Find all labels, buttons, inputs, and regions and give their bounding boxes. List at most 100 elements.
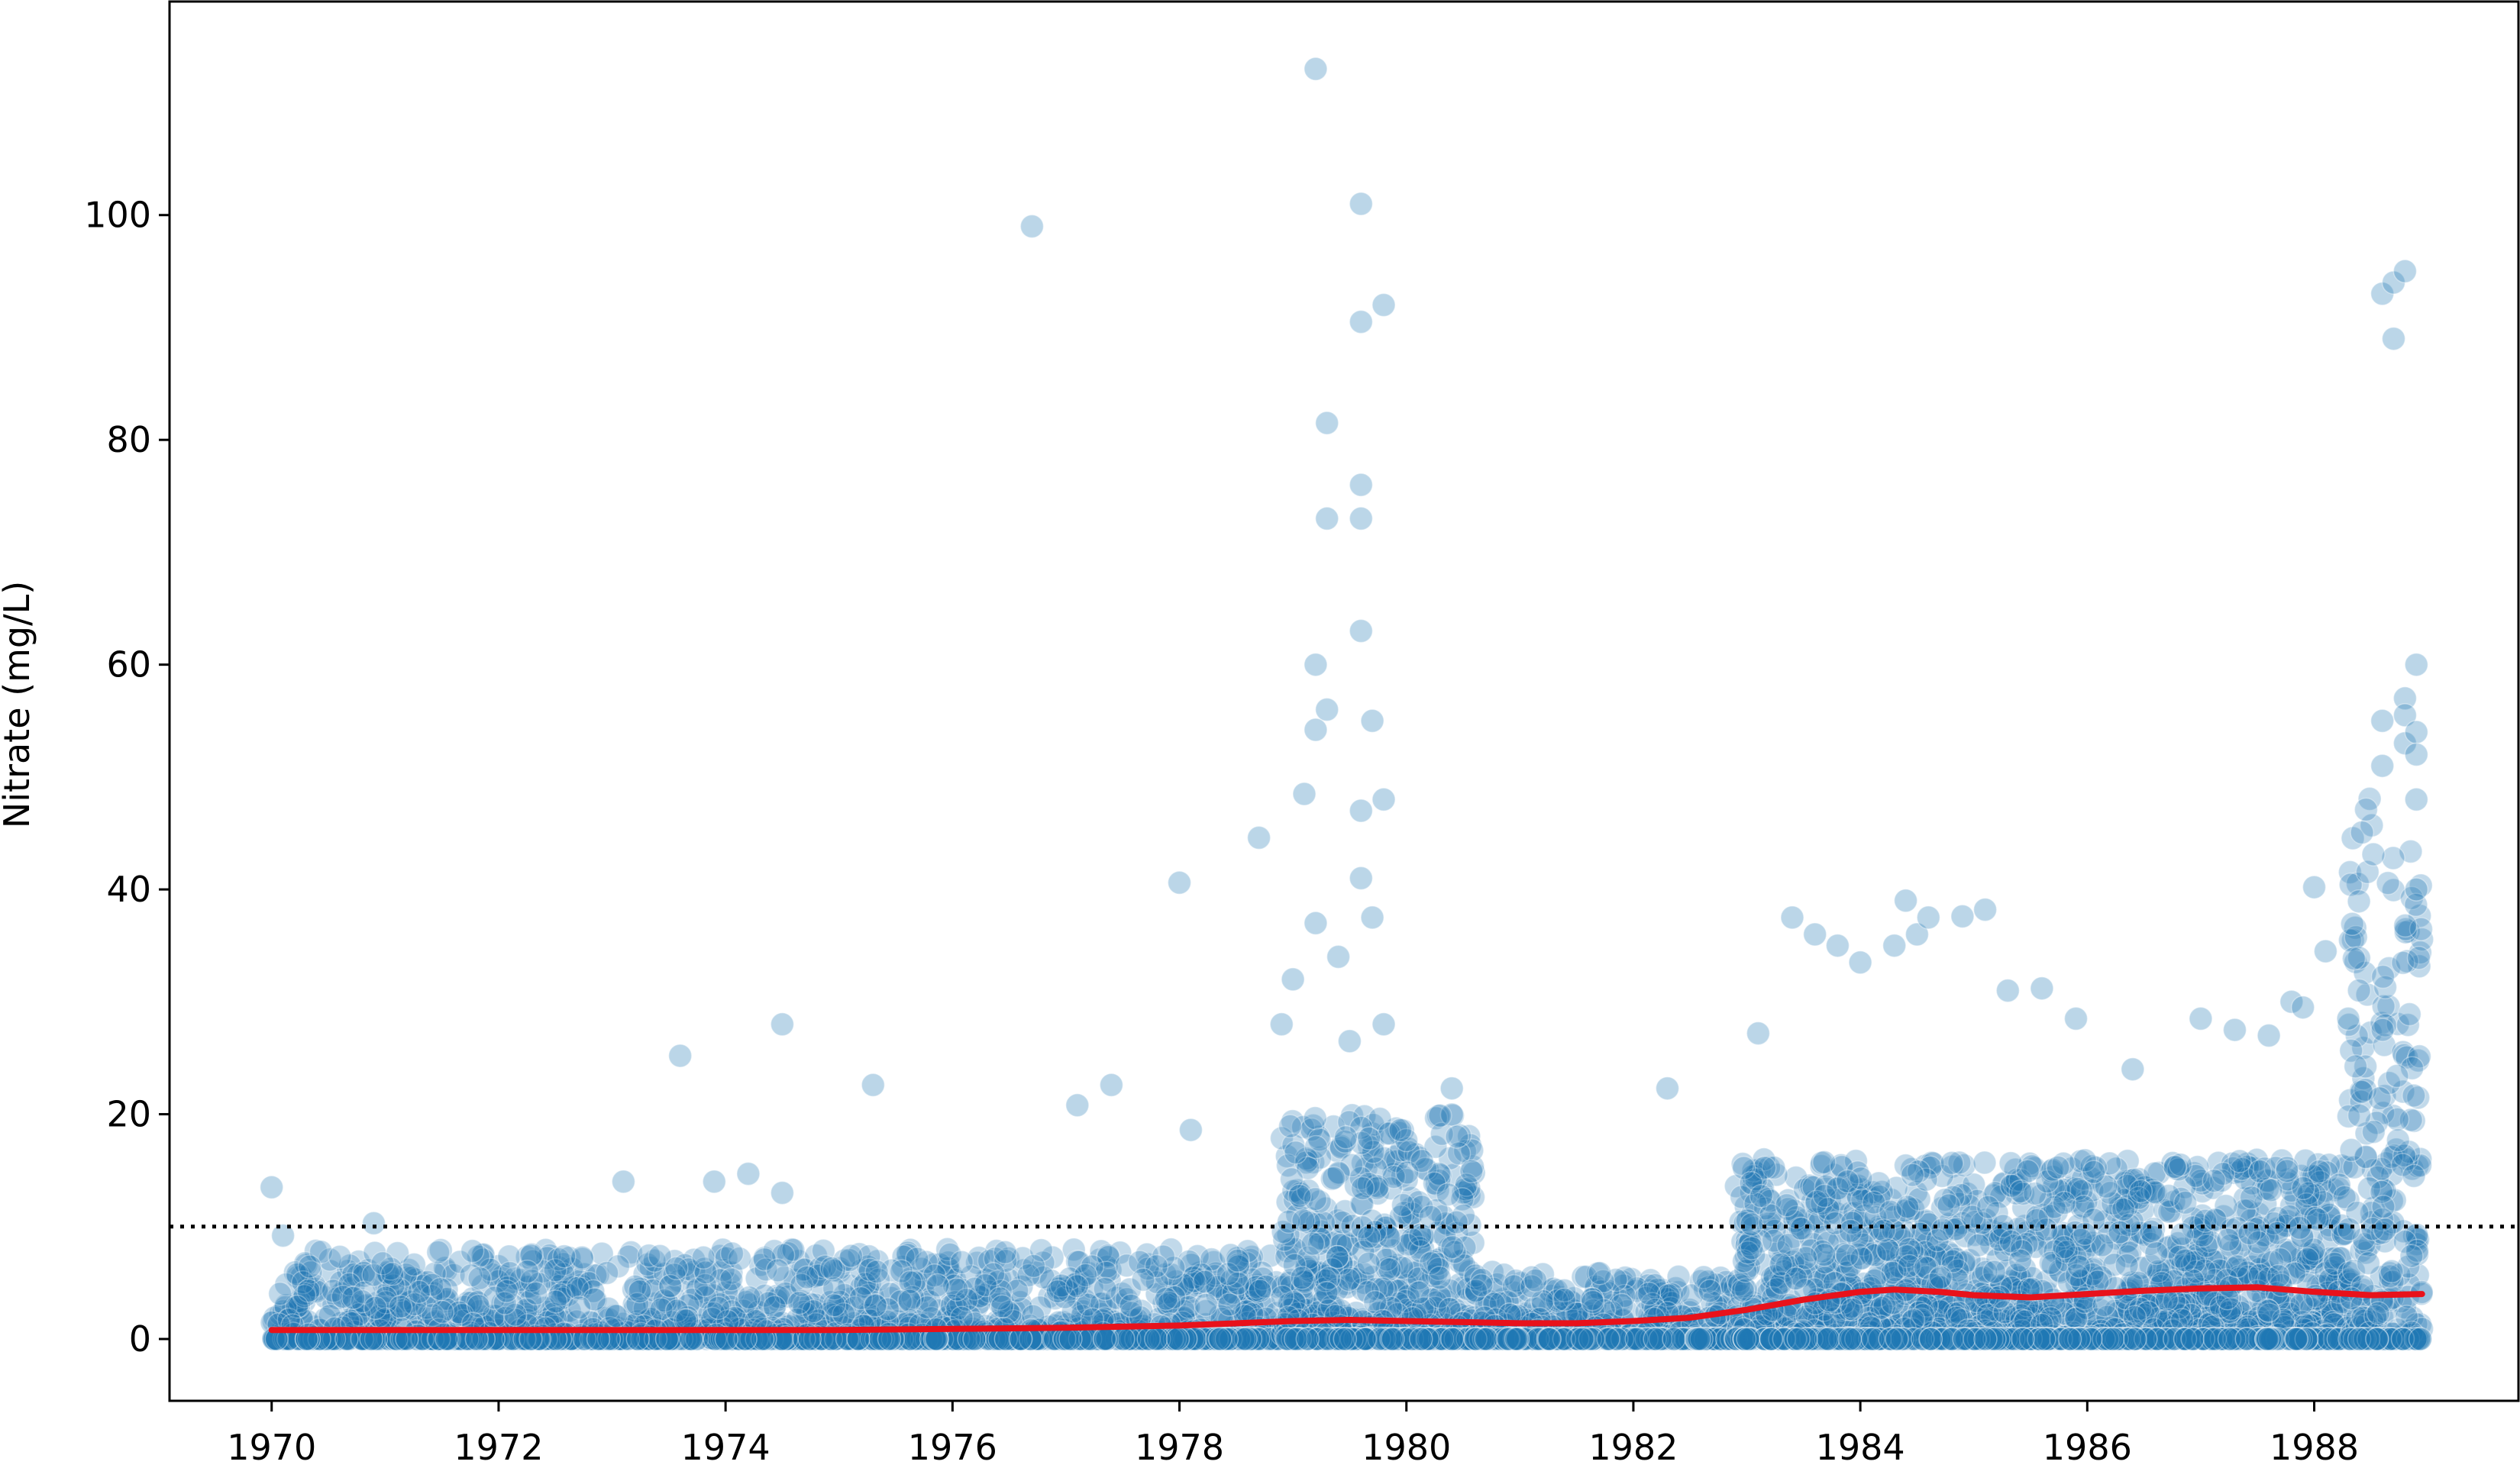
data-point [402, 1252, 427, 1277]
data-point [1407, 1280, 1431, 1305]
data-point [719, 1267, 744, 1292]
data-point [1596, 1327, 1620, 1351]
data-point [895, 1241, 920, 1265]
scatter-points [259, 56, 2434, 1351]
data-point [486, 1253, 511, 1279]
data-point [879, 1286, 903, 1311]
data-point [667, 1268, 692, 1293]
data-point [787, 1249, 811, 1273]
data-point [1840, 1297, 1865, 1322]
data-point [544, 1273, 570, 1298]
data-point [987, 1266, 1013, 1291]
data-point [763, 1293, 787, 1318]
data-point [926, 1273, 950, 1298]
data-point [1139, 1265, 1164, 1289]
data-point [1178, 1279, 1203, 1305]
data-point [852, 1302, 877, 1327]
data-point [363, 1295, 388, 1321]
data-point [1061, 1237, 1086, 1262]
data-point [699, 1260, 725, 1285]
data-point [1287, 1183, 1312, 1208]
data-point [341, 1286, 366, 1310]
data-point [2052, 1235, 2076, 1260]
data-point [1930, 1217, 1955, 1242]
data-point [1976, 1195, 2001, 1220]
data-point [1444, 1210, 1469, 1234]
data-point [1323, 1304, 1349, 1328]
data-point [627, 1279, 652, 1304]
data-point [1240, 1289, 1265, 1314]
data-point [738, 1292, 762, 1317]
data-point [787, 1290, 812, 1315]
data-point [1008, 1290, 1032, 1315]
data-point [1895, 1195, 1920, 1219]
data-point [706, 1295, 731, 1321]
data-point [1226, 1248, 1250, 1273]
data-point [1071, 1299, 1096, 1324]
data-point [1093, 1276, 1117, 1302]
data-point [496, 1271, 521, 1295]
data-point [1072, 1287, 1097, 1312]
data-point [790, 1257, 815, 1282]
data-point [990, 1294, 1015, 1319]
data-point [1812, 1150, 1837, 1175]
data-point [964, 1295, 990, 1319]
data-point [2046, 1155, 2070, 1180]
data-point [1775, 1193, 1799, 1218]
data-point [964, 1250, 990, 1275]
data-point [828, 1259, 852, 1284]
data-point [2266, 1263, 2291, 1289]
data-point [493, 1276, 517, 1300]
data-point [996, 1246, 1021, 1271]
data-point [1321, 1166, 1346, 1190]
data-point [2066, 1254, 2092, 1279]
data-point [583, 1288, 608, 1312]
data-point [837, 1286, 862, 1312]
data-point [1248, 1279, 1272, 1303]
data-point [961, 1288, 986, 1312]
data-point [819, 1256, 844, 1281]
data-point [1194, 1292, 1218, 1318]
data-point [897, 1289, 922, 1313]
data-point [838, 1244, 864, 1268]
data-point [2202, 1169, 2227, 1193]
data-point [857, 1262, 881, 1287]
data-point [1208, 1327, 1233, 1351]
data-point [1154, 1286, 1178, 1312]
data-point [1391, 1192, 1416, 1218]
data-point [1381, 1327, 1405, 1351]
data-point [968, 1283, 993, 1308]
data-point [863, 1293, 888, 1318]
data-point [752, 1246, 777, 1270]
data-point [1440, 1234, 1465, 1260]
data-point [1278, 1114, 1303, 1139]
data-point [395, 1265, 419, 1290]
data-point [936, 1250, 961, 1275]
data-point [2216, 1228, 2241, 1252]
data-point [974, 1267, 1000, 1292]
data-point [1740, 1212, 1764, 1237]
data-point [800, 1264, 825, 1289]
data-point [2092, 1292, 2117, 1318]
data-point [1523, 1268, 1548, 1292]
data-point [1350, 1176, 1375, 1201]
data-point [328, 1244, 352, 1270]
data-point [682, 1247, 706, 1272]
data-point [586, 1263, 610, 1287]
data-point [622, 1292, 646, 1317]
data-point [1042, 1286, 1068, 1311]
data-point [1940, 1150, 1964, 1176]
data-point [2144, 1241, 2169, 1266]
data-point [1192, 1270, 1217, 1294]
data-point [434, 1258, 458, 1283]
data-point [1588, 1261, 1612, 1286]
data-point [273, 1293, 299, 1318]
data-point [2115, 1253, 2139, 1278]
data-point [1333, 1327, 1358, 1351]
data-point [1304, 1134, 1329, 1160]
data-point [604, 1304, 628, 1328]
data-point [432, 1256, 457, 1280]
data-point [1474, 1327, 1498, 1351]
data-point [363, 1241, 387, 1265]
